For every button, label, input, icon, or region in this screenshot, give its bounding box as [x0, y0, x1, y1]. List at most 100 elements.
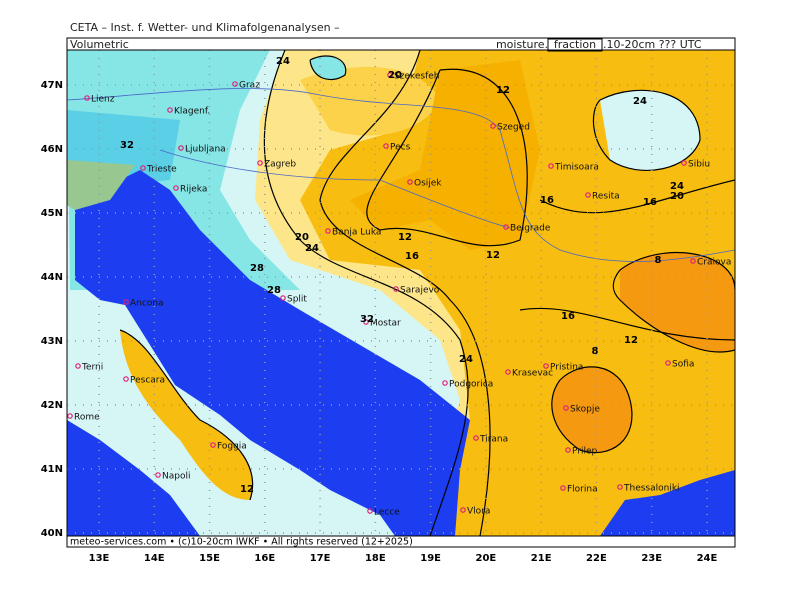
field-type: Volumetric — [70, 38, 129, 51]
city-label: Thessaloniki — [623, 484, 680, 494]
cities: Lienz Klagenf. Graz Szekesfeh Szeged Ljubljan… — [67, 72, 731, 518]
city-marker — [442, 380, 448, 386]
latitude-label: 42N — [41, 400, 63, 411]
contour-label: 12 — [240, 484, 254, 495]
city-label: Graz — [239, 81, 260, 91]
city-marker — [155, 472, 161, 478]
city-marker — [387, 72, 393, 78]
contour-label: 28 — [250, 263, 264, 274]
contour-label: 16 — [405, 251, 419, 262]
city-label: Florina — [567, 485, 598, 495]
city-marker — [363, 319, 369, 325]
longitude-label: 16E — [254, 553, 275, 564]
city-marker — [560, 485, 566, 491]
city-marker — [173, 185, 179, 191]
city-label: Sarajevo — [400, 286, 440, 296]
longitude-label: 17E — [310, 553, 331, 564]
city-label: Rijeka — [180, 185, 207, 195]
contour-label: 8 — [655, 255, 662, 266]
city-marker — [460, 507, 466, 513]
contour-label: 16 — [643, 197, 657, 208]
contour-label: 28 — [267, 285, 281, 296]
city-marker — [383, 143, 389, 149]
latitude-label: 43N — [41, 336, 63, 347]
city-marker — [505, 369, 511, 375]
contour-line — [263, 50, 469, 536]
coastal-land — [67, 160, 135, 210]
city-label: Trieste — [146, 165, 177, 175]
contour-label: 16 — [540, 195, 554, 206]
city-label: Sibiu — [688, 160, 710, 170]
contour-label: 24 — [670, 181, 684, 192]
axis-labels: 47N 46N 45N 44N 43N 42N 41N 40N 13E 14E 15E 16E 17E 1… — [41, 80, 718, 564]
city-label: Ancona — [130, 299, 164, 309]
cyan-field — [310, 55, 346, 80]
contour-label: 24 — [305, 243, 319, 254]
city-label: Szeged — [497, 123, 530, 133]
city-marker — [473, 435, 479, 441]
city-label: Rome — [74, 413, 100, 423]
field-level: .10-20cm ??? UTC — [603, 38, 702, 51]
river — [159, 149, 511, 229]
longitude-label: 19E — [420, 553, 441, 564]
dark-orange-field — [620, 252, 735, 352]
dark-orange-field — [551, 366, 632, 453]
city-marker — [503, 224, 509, 230]
longitude-label: 18E — [365, 553, 386, 564]
city-marker — [548, 163, 554, 169]
latitude-label: 41N — [41, 464, 63, 475]
graticule — [67, 50, 735, 536]
city-label: Terni — [81, 363, 103, 373]
city-marker — [681, 160, 687, 166]
contour-line — [551, 366, 633, 454]
city-label: Napoli — [162, 472, 190, 482]
city-label: Vlora — [467, 507, 490, 517]
city-label: Krasevac — [512, 369, 553, 379]
orange-field — [350, 60, 540, 250]
city-label: Lecce — [374, 508, 400, 518]
city-label: Osijek — [414, 179, 442, 189]
city-label: Lienz — [91, 95, 115, 105]
longitude-label: 21E — [531, 553, 552, 564]
contour-line — [309, 55, 347, 81]
city-marker — [393, 286, 399, 292]
contour-line — [519, 179, 735, 341]
contour-label: 12 — [486, 250, 500, 261]
bottom-bar — [66, 535, 736, 548]
latitude-label: 40N — [41, 528, 63, 539]
longitude-label: 24E — [697, 553, 718, 564]
city-marker — [75, 363, 81, 369]
city-label: Podgorica — [449, 380, 493, 390]
contour-label: 32 — [360, 314, 374, 325]
city-marker — [543, 363, 549, 369]
city-marker — [210, 442, 216, 448]
city-marker — [257, 160, 263, 166]
city-marker — [367, 508, 373, 514]
contour-line — [319, 50, 491, 536]
city-label: Skopje — [570, 405, 600, 415]
city-marker — [490, 123, 496, 129]
contour-label: 20 — [295, 232, 309, 243]
contour-label: 12 — [624, 335, 638, 346]
contour-label: 8 — [592, 346, 599, 357]
city-label: Tirana — [479, 435, 508, 445]
city-marker — [84, 95, 90, 101]
city-marker — [665, 360, 671, 366]
city-label: Szekesfeh — [394, 72, 440, 82]
contour-label: 20 — [388, 70, 402, 81]
city-marker — [563, 405, 569, 411]
city-label: Pescara — [130, 376, 165, 386]
field-box — [547, 38, 603, 52]
city-label: Belgrade — [510, 224, 551, 234]
contour-label: 24 — [276, 56, 290, 67]
contour-label: 12 — [496, 85, 510, 96]
contour-label: 24 — [459, 354, 473, 365]
longitude-label: 22E — [586, 553, 607, 564]
city-label: Mostar — [370, 319, 401, 329]
city-marker — [178, 145, 184, 151]
contour-line — [119, 329, 254, 501]
map-fields: Lienz Klagenf. Graz Szekesfeh Szeged Ljubljan… — [67, 50, 735, 536]
contour-line — [592, 89, 701, 171]
